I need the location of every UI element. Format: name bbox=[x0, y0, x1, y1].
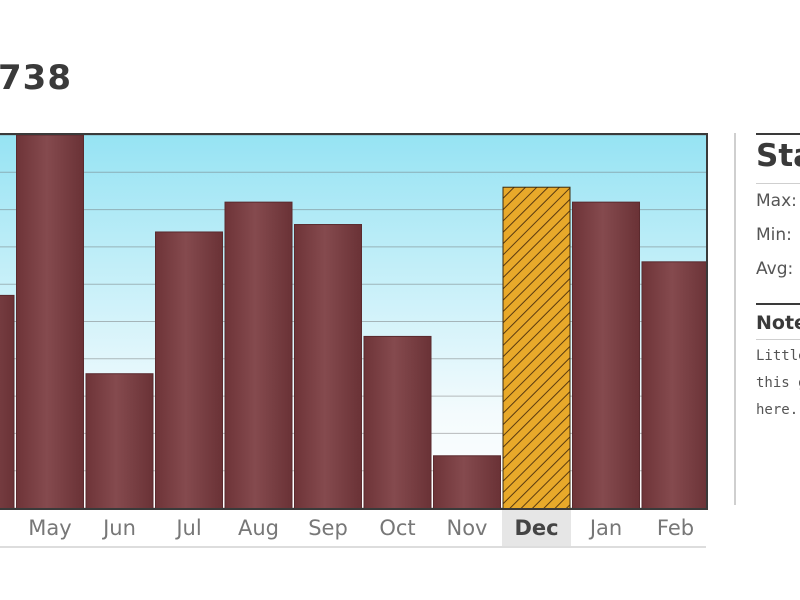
x-axis-underline bbox=[0, 546, 706, 548]
month-label-dec[interactable]: Dec bbox=[502, 510, 571, 546]
stat-max-label: Max: bbox=[756, 191, 797, 211]
headline-value: 738 bbox=[0, 58, 72, 98]
stats-title: Sta bbox=[756, 138, 800, 174]
stat-min-label: Min: bbox=[756, 225, 792, 245]
month-label-jul[interactable]: Jul bbox=[176, 516, 202, 540]
bar-jan[interactable] bbox=[572, 201, 640, 508]
notes-line-1: Little bbox=[756, 348, 800, 364]
month-label-sep[interactable]: Sep bbox=[308, 516, 348, 540]
bar-aug[interactable] bbox=[224, 201, 293, 508]
month-label-aug[interactable]: Aug bbox=[237, 516, 279, 540]
month-label-nov[interactable]: Nov bbox=[446, 516, 488, 540]
bar-jun[interactable] bbox=[85, 373, 154, 508]
bar-sep[interactable] bbox=[294, 224, 362, 508]
month-label-feb[interactable]: Feb bbox=[656, 516, 695, 540]
bar-nov[interactable] bbox=[433, 455, 501, 508]
bar-feb[interactable] bbox=[641, 261, 706, 508]
bar-partial[interactable] bbox=[0, 294, 15, 508]
month-label-partial[interactable] bbox=[0, 510, 15, 546]
notes-bottom-rule bbox=[756, 339, 800, 340]
bar-may[interactable] bbox=[16, 135, 84, 508]
stats-bottom-rule bbox=[756, 183, 800, 184]
bar-jul[interactable] bbox=[155, 231, 223, 508]
month-label-jun[interactable]: Jun bbox=[103, 516, 136, 540]
month-label-jan[interactable]: Jan bbox=[589, 516, 623, 540]
sidebar-divider bbox=[734, 133, 736, 505]
month-label-oct[interactable]: Oct bbox=[379, 516, 416, 540]
bar-chart bbox=[0, 135, 706, 508]
bar-dec[interactable] bbox=[502, 186, 571, 508]
notes-line-3: here. bbox=[756, 402, 799, 418]
bar-oct[interactable] bbox=[363, 335, 432, 508]
notes-title: Note bbox=[756, 312, 800, 334]
x-axis: May Jun Jul Aug Sep Oct Nov Dec Jan Feb bbox=[0, 510, 710, 546]
month-label-may[interactable]: May bbox=[28, 516, 72, 540]
notes-top-rule bbox=[756, 303, 800, 305]
notes-line-2: this g bbox=[756, 375, 800, 391]
chart-area bbox=[0, 133, 708, 510]
stats-top-rule bbox=[756, 133, 800, 135]
stat-avg-label: Avg: bbox=[756, 259, 794, 279]
